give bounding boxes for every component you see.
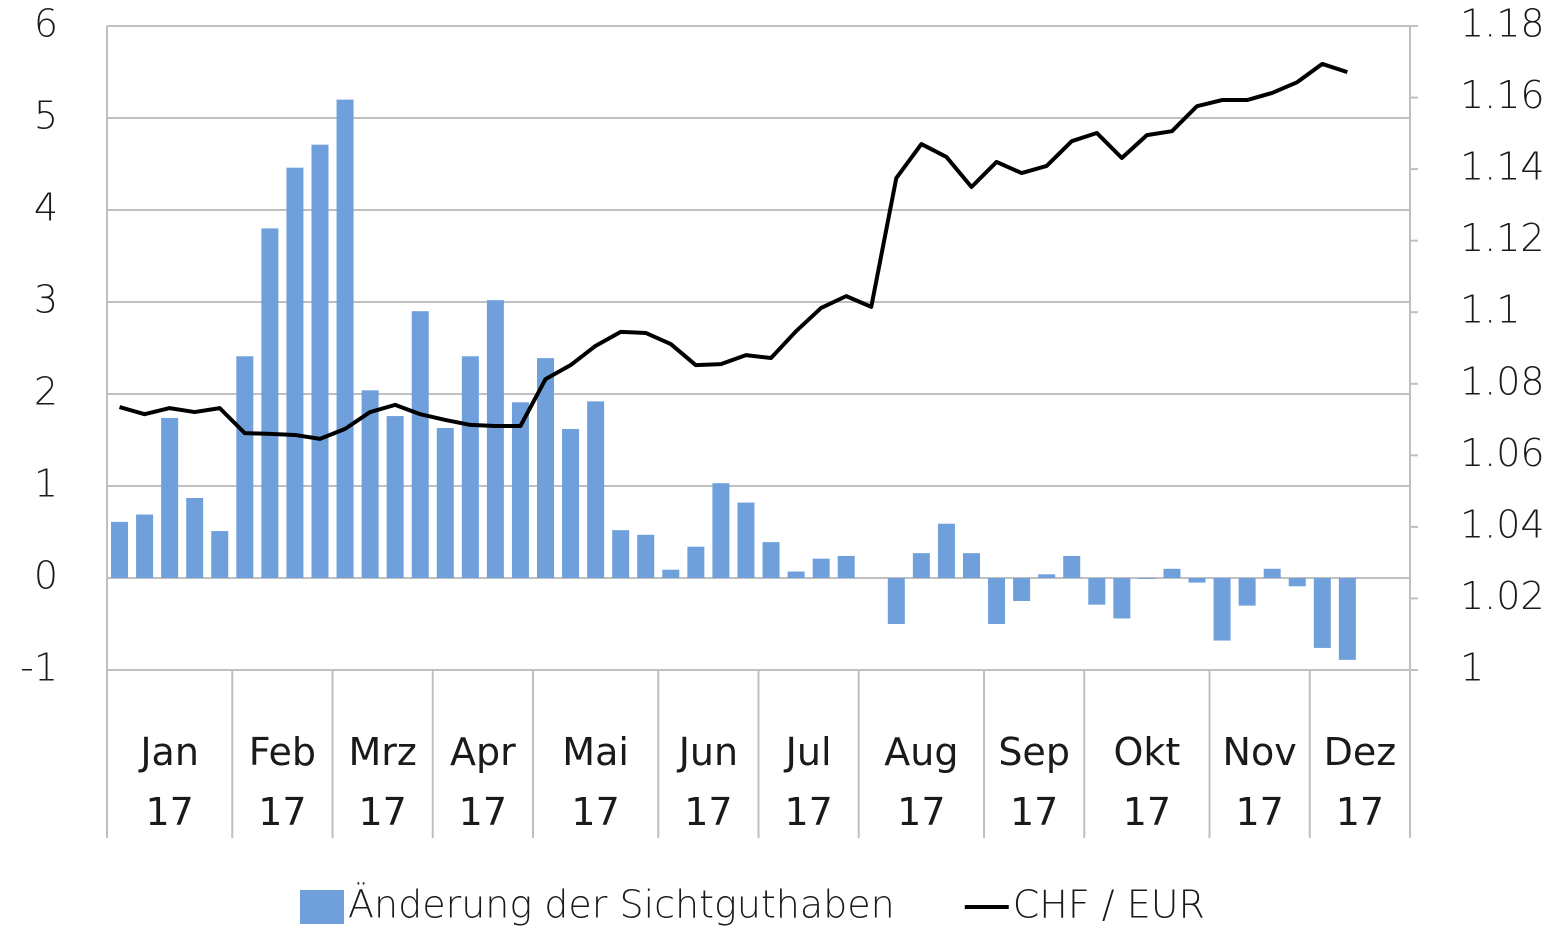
x-group-text: Mrz 17 bbox=[348, 730, 417, 834]
bar bbox=[662, 569, 680, 578]
bar bbox=[511, 402, 529, 578]
x-group-text: Jul 17 bbox=[784, 730, 833, 834]
bar bbox=[1138, 578, 1156, 579]
y-tick-label: -1 bbox=[20, 646, 58, 690]
bar bbox=[161, 417, 179, 578]
bar bbox=[111, 521, 129, 578]
bar bbox=[562, 428, 580, 578]
bar bbox=[988, 578, 1006, 624]
bar bbox=[1063, 555, 1081, 578]
bar bbox=[1088, 578, 1106, 605]
y-tick-label: 0 bbox=[34, 554, 58, 598]
bar bbox=[737, 502, 755, 578]
x-group-text: Dez 17 bbox=[1323, 730, 1397, 834]
legend-label: Änderung der Sichtguthaben bbox=[348, 883, 895, 927]
bar bbox=[837, 555, 855, 578]
line bbox=[118, 61, 1348, 441]
bar bbox=[537, 358, 555, 578]
bar bbox=[687, 546, 705, 578]
y-tick-label: 6 bbox=[34, 2, 58, 46]
bar bbox=[1113, 578, 1131, 619]
y-tick-label: 1 bbox=[34, 462, 58, 506]
bar bbox=[486, 300, 504, 578]
y2-tick-label: 1.18 bbox=[1460, 2, 1545, 46]
bar bbox=[286, 167, 304, 578]
x-group-label: Aug 17 bbox=[859, 722, 984, 842]
x-group-text: Nov 17 bbox=[1222, 730, 1297, 834]
y2-tick-label: 1.02 bbox=[1460, 574, 1545, 618]
bar bbox=[311, 144, 329, 578]
bar bbox=[186, 497, 204, 578]
bar bbox=[1338, 578, 1356, 660]
x-group-label: Dez 17 bbox=[1310, 722, 1410, 842]
bar bbox=[361, 390, 379, 578]
bar bbox=[1213, 578, 1231, 641]
x-group-text: Sep 17 bbox=[998, 730, 1070, 834]
x-group-label: Jan 17 bbox=[107, 722, 232, 842]
y2-tick-label: 1.12 bbox=[1460, 216, 1545, 260]
y2-tick-label: 1.06 bbox=[1460, 431, 1545, 475]
x-group-label: Apr 17 bbox=[433, 722, 533, 842]
x-group-label: Jun 17 bbox=[658, 722, 758, 842]
bar bbox=[1188, 578, 1206, 583]
bar bbox=[937, 523, 955, 578]
y2-tick-label: 1.1 bbox=[1460, 288, 1520, 332]
bar bbox=[411, 311, 429, 578]
y-tick-label: 3 bbox=[34, 278, 58, 322]
bar bbox=[1013, 578, 1031, 601]
y-tick-label: 2 bbox=[34, 370, 58, 414]
bar bbox=[211, 531, 229, 578]
x-group-text: Jun 17 bbox=[678, 730, 739, 834]
bar bbox=[236, 356, 254, 578]
bar bbox=[436, 428, 454, 578]
x-group-label: Mrz 17 bbox=[333, 722, 433, 842]
x-group-label: Nov 17 bbox=[1210, 722, 1310, 842]
bar bbox=[887, 578, 905, 624]
legend-swatch bbox=[300, 890, 344, 924]
x-group-label: Feb 17 bbox=[232, 722, 332, 842]
x-group-label: Sep 17 bbox=[984, 722, 1084, 842]
bar bbox=[637, 534, 655, 578]
bar bbox=[1313, 578, 1331, 648]
bar bbox=[612, 530, 630, 578]
x-group-label: Mai 17 bbox=[533, 722, 658, 842]
bar bbox=[787, 571, 805, 578]
x-group-text: Mai 17 bbox=[562, 730, 629, 834]
bar bbox=[1288, 578, 1306, 587]
y2-tick-label: 1 bbox=[1460, 646, 1484, 690]
bar bbox=[1263, 568, 1281, 578]
bar bbox=[812, 558, 830, 578]
bar bbox=[261, 228, 279, 578]
bar bbox=[912, 553, 930, 578]
bar bbox=[762, 542, 780, 578]
bar bbox=[1038, 574, 1056, 578]
x-group-label: Jul 17 bbox=[759, 722, 859, 842]
bar bbox=[136, 514, 154, 578]
bar bbox=[1163, 568, 1181, 578]
x-group-label: Okt 17 bbox=[1084, 722, 1209, 842]
y2-tick-label: 1.04 bbox=[1460, 502, 1545, 546]
y-tick-label: 4 bbox=[34, 186, 58, 230]
x-group-text: Okt 17 bbox=[1113, 730, 1181, 834]
bar bbox=[712, 483, 730, 578]
bar bbox=[386, 416, 404, 578]
y2-tick-label: 1.14 bbox=[1460, 145, 1545, 189]
legend-label: CHF / EUR bbox=[1013, 883, 1205, 927]
x-group-text: Aug 17 bbox=[884, 730, 959, 834]
bar bbox=[587, 401, 605, 578]
y-tick-label: 5 bbox=[34, 94, 58, 138]
bar bbox=[336, 99, 354, 578]
bar bbox=[461, 356, 479, 578]
y2-tick-label: 1.08 bbox=[1460, 359, 1545, 403]
x-group-text: Apr 17 bbox=[449, 730, 516, 834]
bar bbox=[1238, 578, 1256, 606]
x-group-text: Jan 17 bbox=[140, 730, 199, 834]
bar bbox=[962, 553, 980, 578]
y2-tick-label: 1.16 bbox=[1460, 73, 1545, 117]
x-group-text: Feb 17 bbox=[248, 730, 317, 834]
